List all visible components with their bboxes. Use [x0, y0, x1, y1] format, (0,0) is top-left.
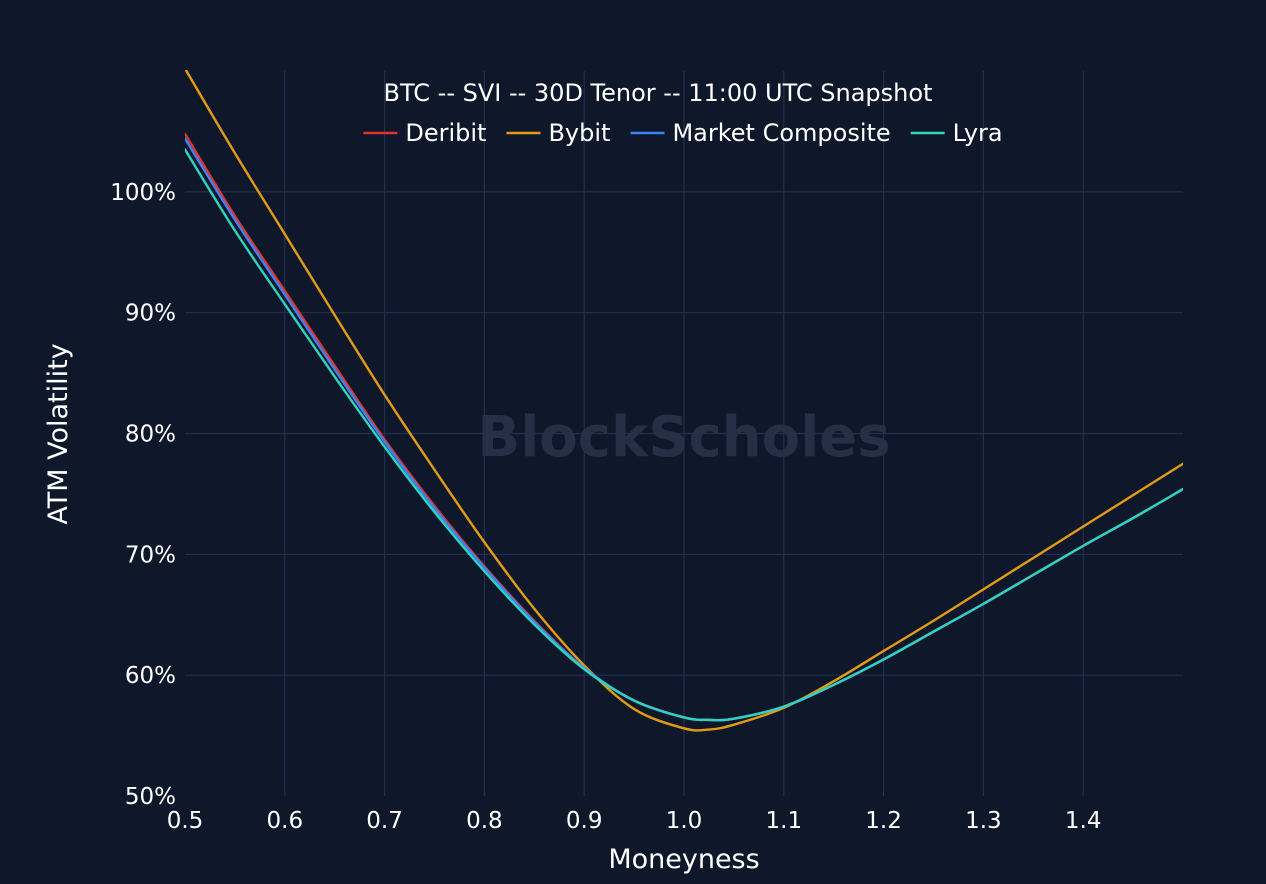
- legend-item-deribit[interactable]: Deribit: [363, 119, 486, 147]
- x-axis-title: Moneyness: [608, 844, 759, 875]
- legend-label-lyra: Lyra: [953, 119, 1003, 147]
- x-tick-label-4: 0.9: [566, 808, 603, 834]
- y-tick-label-2: 70%: [125, 542, 176, 568]
- x-tick-label-3: 0.8: [466, 808, 503, 834]
- x-tick-label-7: 1.2: [865, 808, 902, 834]
- legend-label-market-composite: Market Composite: [672, 119, 890, 147]
- series-line-bybit: [185, 70, 1183, 732]
- y-axis-title: ATM Volatility: [43, 343, 74, 524]
- y-tick-label-3: 80%: [125, 422, 176, 448]
- series-line-lyra: [185, 148, 1183, 722]
- y-axis-ticks: 50% 60% 70% 80% 90% 100%: [110, 180, 176, 810]
- x-tick-label-2: 0.7: [366, 808, 403, 834]
- y-tick-label-4: 90%: [125, 301, 176, 327]
- y-tick-label-0: 50%: [125, 784, 176, 810]
- x-tick-label-1: 0.6: [267, 808, 304, 834]
- chart-title: BTC -- SVI -- 30D Tenor -- 11:00 UTC Sna…: [384, 79, 933, 107]
- x-tick-label-5: 1.0: [666, 808, 703, 834]
- y-tick-label-5: 100%: [110, 180, 176, 206]
- grid: [185, 71, 1183, 796]
- x-axis-ticks: 0.5 0.6 0.7 0.8 0.9 1.0 1.1 1.2 1.3 1.4: [167, 808, 1102, 834]
- legend-label-bybit: Bybit: [548, 119, 610, 147]
- x-tick-label-8: 1.3: [965, 808, 1002, 834]
- series-lines: [185, 70, 1183, 732]
- x-tick-label-6: 1.1: [766, 808, 803, 834]
- legend-label-deribit: Deribit: [405, 119, 486, 147]
- legend[interactable]: Deribit Bybit Market Composite Lyra: [363, 119, 1003, 147]
- legend-item-market-composite[interactable]: Market Composite: [630, 119, 891, 147]
- x-tick-label-9: 1.4: [1065, 808, 1102, 834]
- legend-item-lyra[interactable]: Lyra: [910, 119, 1003, 147]
- x-tick-label-0: 0.5: [167, 808, 204, 834]
- legend-item-bybit[interactable]: Bybit: [506, 119, 610, 147]
- y-tick-label-1: 60%: [125, 663, 176, 689]
- watermark-text: BlockScholes: [477, 405, 890, 470]
